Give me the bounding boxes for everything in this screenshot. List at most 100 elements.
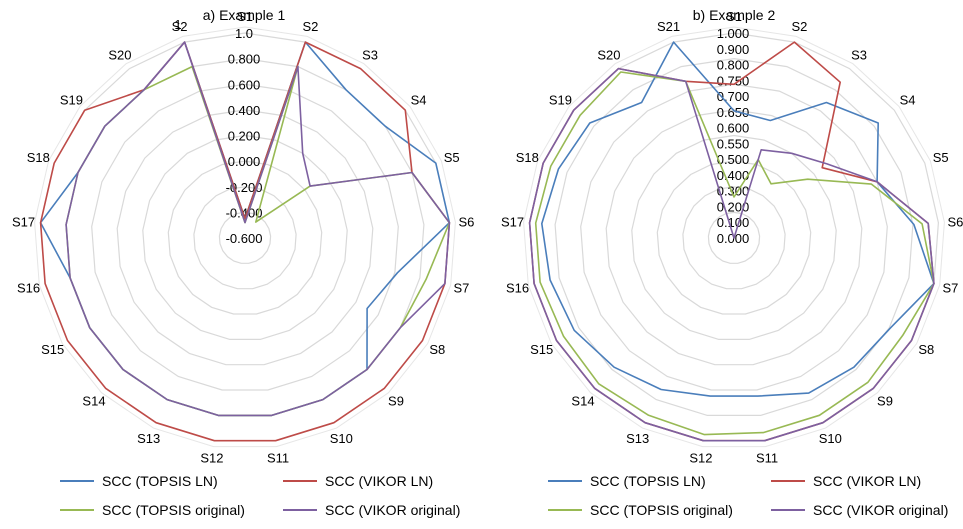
radial-tick-label: -0.600: [226, 231, 263, 246]
category-label: S12: [689, 451, 712, 466]
category-label: S20: [108, 48, 131, 63]
radial-tick-labels: -0.600-0.400-0.2000.0000.2000.4000.6000.…: [174, 17, 262, 246]
radial-tick-label: 0.000: [228, 154, 261, 169]
radial-tick-label: 0.650: [717, 105, 750, 120]
category-labels: S1 S2 S3 S4 S5 S6 S7 S8 S9 S10 S11 S12 S13 S14 S15 S16 S…: [501, 9, 963, 466]
grid-ring: [682, 186, 786, 290]
radial-tick-label: 0.900: [717, 42, 750, 57]
category-labels: S1 S2 S3 S4 S5 S6 S7 S8 S9 S10 S11 S12 S13 S14 S15 S16 S…: [12, 9, 474, 466]
grid-ring: [554, 57, 914, 416]
series-line-vikor_original: [65, 41, 451, 417]
category-label: S7: [453, 280, 469, 295]
category-label: S15: [41, 342, 64, 357]
category-label: S8: [918, 342, 934, 357]
category-label: S3: [851, 48, 867, 63]
chart-title: b) Example 2: [693, 7, 776, 23]
legend-label: SCC (VIKOR LN): [813, 473, 921, 489]
series-line-vikor_original: [528, 67, 935, 442]
grid-ring: [605, 109, 863, 366]
category-label: S2: [302, 19, 318, 34]
category-label: S14: [82, 394, 105, 409]
category-label: S4: [900, 93, 916, 108]
legend-label: SCC (TOPSIS original): [590, 502, 733, 518]
category-label: S18: [516, 150, 539, 165]
category-label: S8: [429, 342, 445, 357]
radial-tick-label: 0.600: [717, 121, 750, 136]
category-label: S16: [506, 280, 529, 295]
radial-tick-label: 0.300: [717, 184, 750, 199]
chart-title: a) Example 1: [203, 7, 286, 23]
grid-ring: [167, 160, 323, 315]
category-label: S19: [549, 93, 572, 108]
legend-label: SCC (TOPSIS LN): [102, 473, 218, 489]
radial-tick-label: 0.200: [228, 129, 261, 144]
category-label: S17: [501, 214, 524, 229]
radial-tick-label: 1.000: [717, 26, 750, 41]
grid-ring: [631, 134, 837, 340]
radial-tick-label: 0.750: [717, 73, 750, 88]
legend-label: SCC (VIKOR original): [813, 502, 948, 518]
category-label: S5: [933, 150, 949, 165]
radial-tick-label: 0.000: [717, 231, 750, 246]
category-label: S9: [877, 394, 893, 409]
category-label: S5: [444, 150, 460, 165]
legend-label: SCC (TOPSIS original): [102, 502, 245, 518]
category-label: S6: [458, 214, 474, 229]
category-label: S21: [657, 19, 680, 34]
radial-tick-label: 0.600: [228, 77, 261, 92]
legend-label: SCC (TOPSIS LN): [590, 473, 706, 489]
category-label: S16: [17, 280, 40, 295]
category-label: S17: [12, 214, 35, 229]
series-lines: [39, 41, 451, 442]
category-label: S10: [330, 431, 353, 446]
category-label: S10: [819, 431, 842, 446]
radar-chart-example-1: a) Example 1 -0.600-0.400-0.2000.0000.20…: [12, 7, 474, 518]
category-label: S13: [137, 431, 160, 446]
category-label: S2: [172, 19, 188, 34]
category-label: S18: [27, 150, 50, 165]
category-label: S9: [388, 394, 404, 409]
grid-outer-ring: [523, 26, 945, 448]
grid-ring: [116, 109, 374, 366]
category-label: S7: [942, 280, 958, 295]
series-line-topsis_original: [534, 71, 935, 436]
radial-tick-label: 1.0: [235, 26, 253, 41]
radial-tick-label: 0.500: [717, 152, 750, 167]
grid-ring: [707, 211, 761, 264]
legend-label: SCC (VIKOR original): [325, 502, 460, 518]
category-label: S11: [267, 451, 289, 466]
grid-ring: [656, 160, 812, 315]
radial-tick-label: 0.400: [717, 168, 750, 183]
radial-tick-label: 0.100: [717, 215, 750, 230]
radial-tick-labels: 0.0000.1000.2000.3000.4000.5000.5500.600…: [717, 26, 750, 246]
category-label: S19: [60, 93, 83, 108]
radial-tick-label: 0.800: [717, 58, 750, 73]
category-label: S20: [597, 48, 620, 63]
grid-ring: [193, 186, 297, 290]
category-label: S3: [362, 48, 378, 63]
radial-tick-label: 0.800: [228, 52, 261, 67]
legend: SCC (TOPSIS LN) SCC (VIKOR LN) SCC (TOPSIS…: [548, 473, 948, 518]
category-label: S2: [791, 19, 807, 34]
category-label: S12: [200, 451, 223, 466]
category-label: S14: [571, 394, 594, 409]
radial-tick-label: -0.400: [226, 205, 263, 220]
radial-tick-label: 0.550: [717, 136, 750, 151]
category-label: S1: [726, 9, 742, 24]
category-label: S4: [411, 93, 427, 108]
series-line-topsis_ln: [540, 41, 935, 397]
grid-ring: [91, 83, 399, 391]
series-line-topsis_ln: [39, 41, 451, 417]
legend-label: SCC (VIKOR LN): [325, 473, 433, 489]
grid-ring: [218, 211, 272, 264]
category-label: S6: [947, 214, 963, 229]
series-lines: [528, 41, 935, 442]
radial-tick-label: 0.400: [228, 103, 261, 118]
grid-ring: [142, 134, 348, 340]
grid-ring: [580, 83, 888, 391]
category-label: S11: [756, 451, 778, 466]
legend: SCC (TOPSIS LN) SCC (VIKOR LN) SCC (TOPSIS…: [60, 473, 460, 518]
radial-tick-label: 1: [174, 17, 181, 32]
series-line-vikor_ln: [39, 41, 451, 442]
